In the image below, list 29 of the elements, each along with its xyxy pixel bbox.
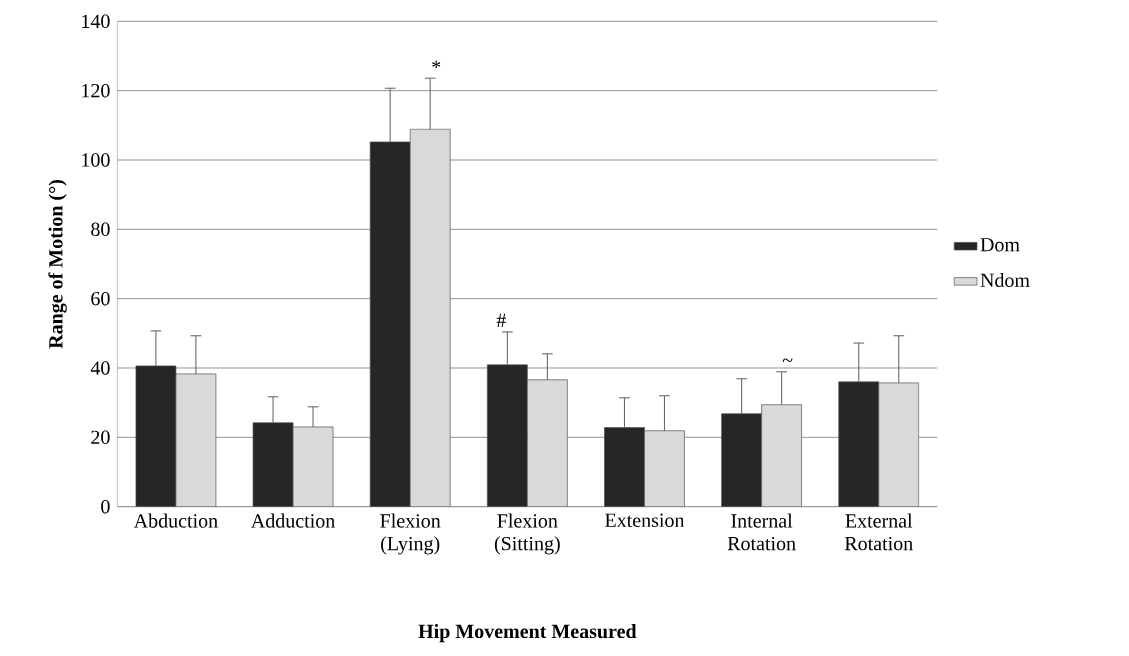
y-tick-label: 120 bbox=[82, 83, 110, 98]
annotation: ~ bbox=[782, 358, 793, 362]
x-axis-title: Hip Movement Measured bbox=[418, 624, 637, 643]
x-tick-label: Flexion (Lying) bbox=[380, 513, 441, 555]
bar bbox=[135, 365, 177, 507]
legend-label: Dom bbox=[980, 238, 1020, 252]
x-tick-label: External Rotation bbox=[844, 513, 913, 551]
annotation: * bbox=[432, 60, 441, 69]
y-tick-label: 0 bbox=[101, 499, 110, 514]
bar bbox=[487, 364, 528, 507]
x-tick-label: Flexion (Sitting) bbox=[494, 513, 560, 555]
x-tick-label: Abduction bbox=[133, 513, 218, 528]
y-tick-label: 80 bbox=[91, 222, 110, 237]
y-tick-label: 60 bbox=[91, 291, 110, 306]
x-tick-label: Extension bbox=[605, 513, 685, 528]
bar bbox=[369, 141, 411, 507]
y-tick-label: 40 bbox=[90, 361, 110, 375]
bar bbox=[252, 422, 294, 507]
bar bbox=[838, 381, 880, 507]
y-tick-label: 100 bbox=[82, 153, 110, 167]
bar bbox=[721, 413, 762, 507]
x-tick-label: Internal Rotation bbox=[727, 513, 796, 551]
annotation: # bbox=[496, 313, 506, 327]
y-tick-label: 20 bbox=[91, 430, 110, 445]
y-tick-label: 140 bbox=[82, 14, 110, 29]
y-axis-title: Range of Motion (°) bbox=[48, 180, 67, 349]
bar bbox=[604, 427, 645, 507]
legend-label: Ndom bbox=[980, 272, 1030, 287]
x-tick-label: Adduction bbox=[251, 513, 335, 528]
